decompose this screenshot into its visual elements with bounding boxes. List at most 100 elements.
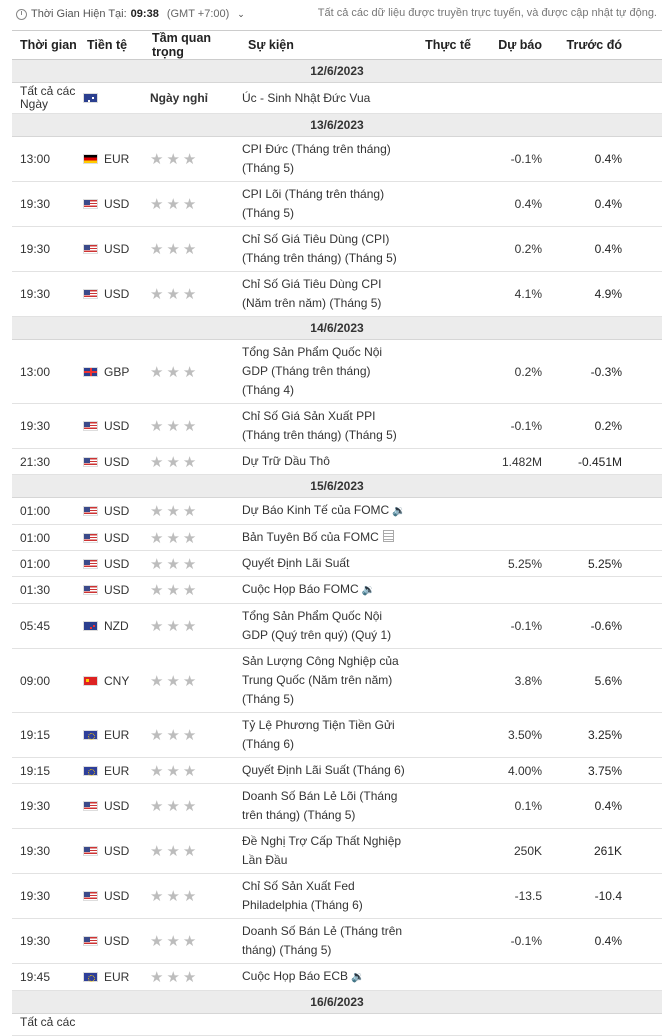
- currency-code: USD: [104, 419, 130, 433]
- event-name: Đề Nghị Trợ Cấp Thất Nghiệp Lần Đầu: [240, 828, 414, 874]
- currency-code: EUR: [104, 763, 130, 778]
- currency-cell: USD: [79, 918, 144, 964]
- previous-value: 0.2%: [552, 403, 662, 449]
- event-title[interactable]: Cuộc Họp Báo ECB: [242, 969, 349, 983]
- importance-cell: ★★★: [144, 524, 240, 551]
- col-importance[interactable]: Tầm quan trọng: [144, 30, 240, 60]
- date-row: 12/6/2023: [12, 59, 662, 83]
- previous-value: 3.25%: [552, 712, 662, 758]
- col-forecast[interactable]: Dự báo: [481, 30, 552, 60]
- col-event[interactable]: Sự kiện: [240, 30, 414, 60]
- event-title[interactable]: Bản Tuyên Bố của FOMC: [242, 530, 379, 544]
- forecast-value: 0.4%: [481, 181, 552, 227]
- importance-stars-icon: ★★★: [150, 672, 200, 690]
- table-row[interactable]: Tất cả các Ngày Ngày nghỉ Úc - Sinh Nhật Đ…: [12, 82, 662, 114]
- us-flag-icon: [83, 244, 98, 254]
- date-row: 16/6/2023: [12, 990, 662, 1014]
- table-row[interactable]: 13:00 GBP ★★★ Tổng Sản Phẩm Quốc Nội GDP (T…: [12, 339, 662, 404]
- table-row[interactable]: 05:45 NZD ★★★ Tổng Sản Phẩm Quốc Nội GDP (Q…: [12, 603, 662, 649]
- currency-cell: USD: [79, 828, 144, 874]
- event-time: 19:30: [12, 783, 79, 829]
- table-row[interactable]: 19:30 USD ★★★ Chỉ Số Sản Xuất Fed Philadelp…: [12, 873, 662, 919]
- de-flag-icon: [83, 154, 98, 164]
- currency-code: USD: [104, 889, 130, 903]
- event-title[interactable]: Doanh Số Bán Lẻ (Tháng trên tháng) (Thán…: [242, 924, 403, 957]
- table-row[interactable]: 19:15 EUR ★★★ Quyết Định Lãi Suất (Tháng 6)…: [12, 757, 662, 784]
- event-time: 01:30: [12, 576, 79, 604]
- event-title[interactable]: Tổng Sản Phẩm Quốc Nội GDP (Quý trên quý…: [242, 609, 392, 642]
- currency-cell: [79, 1013, 144, 1036]
- forecast-value: 250K: [481, 828, 552, 874]
- event-title[interactable]: Chỉ Số Giá Tiêu Dùng (CPI) (Tháng trên t…: [242, 232, 397, 265]
- eu-flag-icon: [83, 730, 98, 740]
- table-row[interactable]: 01:00 USD ★★★ Quyết Định Lãi Suất 5.25% 5.25%: [12, 550, 662, 577]
- table-row[interactable]: 19:15 EUR ★★★ Tỷ Lệ Phương Tiện Tiền Gửi (T…: [12, 712, 662, 758]
- table-header: Thời gian Tiền tệ Tầm quan trọng Sự kiện…: [12, 30, 662, 60]
- table-row[interactable]: 19:30 USD ★★★ Doanh Số Bán Lẻ Lõi (Tháng tr…: [12, 783, 662, 829]
- table-row[interactable]: 01:00 USD ★★★ Bản Tuyên Bố của FOMC: [12, 524, 662, 551]
- event-title[interactable]: Dự Báo Kinh Tế của FOMC: [242, 503, 390, 517]
- importance-cell: ★★★: [144, 226, 240, 272]
- event-title[interactable]: Quyết Định Lãi Suất (Tháng 6): [242, 763, 405, 777]
- event-title[interactable]: CPI Lõi (Tháng trên tháng) (Tháng 5): [242, 187, 385, 220]
- event-time: 19:30: [12, 873, 79, 919]
- table-row[interactable]: 19:30 USD ★★★ Đề Nghị Trợ Cấp Thất Nghiệp L…: [12, 828, 662, 874]
- timezone-selector[interactable]: Thời Gian Hiện Tại: 09:38 (GMT +7:00) ⌄: [16, 8, 245, 20]
- event-title[interactable]: Úc - Sinh Nhật Đức Vua: [242, 90, 371, 105]
- currency-code: USD: [104, 530, 130, 545]
- previous-value: 0.4%: [552, 783, 662, 829]
- forecast-value: 0.2%: [481, 226, 552, 272]
- currency-cell: EUR: [79, 136, 144, 182]
- importance-stars-icon: ★★★: [150, 618, 200, 635]
- event-title[interactable]: Quyết Định Lãi Suất: [242, 556, 350, 570]
- event-title[interactable]: Tổng Sản Phẩm Quốc Nội GDP (Tháng trên t…: [242, 345, 383, 397]
- event-title[interactable]: Doanh Số Bán Lẻ Lõi (Tháng trên tháng) (…: [242, 789, 398, 822]
- table-row[interactable]: 21:30 USD ★★★ Dự Trữ Dầu Thô 1.482M -0.451M: [12, 448, 662, 475]
- table-row[interactable]: 19:30 USD ★★★ Chỉ Số Giá Tiêu Dùng (CPI) (T…: [12, 226, 662, 272]
- us-flag-icon: [83, 456, 98, 467]
- event-title[interactable]: Dự Trữ Dầu Thô: [242, 454, 330, 468]
- event-name: CPI Đức (Tháng trên tháng) (Tháng 5): [240, 136, 414, 182]
- col-actual[interactable]: Thực tế: [414, 30, 481, 60]
- event-time: 13:00: [12, 339, 79, 404]
- actual-value: [414, 918, 481, 964]
- actual-value: [414, 783, 481, 829]
- table-row[interactable]: 19:30 USD ★★★ CPI Lõi (Tháng trên tháng) (T…: [12, 181, 662, 227]
- speaker-icon: 🔉: [392, 505, 406, 517]
- event-time: 05:45: [12, 603, 79, 649]
- us-flag-icon: [83, 506, 98, 516]
- clock-icon: [16, 8, 27, 20]
- importance-stars-icon: ★★★: [150, 418, 200, 435]
- table-row[interactable]: 01:00 USD ★★★ Dự Báo Kinh Tế của FOMC 🔉: [12, 497, 662, 525]
- col-currency[interactable]: Tiền tệ: [79, 30, 144, 60]
- table-row[interactable]: 09:00 CNY ★★★ Sản Lượng Công Nghiệp của Tru…: [12, 648, 662, 713]
- event-title[interactable]: Tỷ Lệ Phương Tiện Tiền Gửi (Tháng 6): [242, 718, 395, 751]
- event-time: 19:45: [12, 963, 79, 991]
- table-row[interactable]: 19:30 USD ★★★ Chỉ Số Giá Tiêu Dùng CPI (Năm…: [12, 271, 662, 317]
- event-title[interactable]: Cuộc Họp Báo FOMC: [242, 582, 359, 596]
- previous-value: 0.4%: [552, 181, 662, 227]
- event-title[interactable]: CPI Đức (Tháng trên tháng) (Tháng 5): [242, 142, 391, 175]
- table-row[interactable]: 19:45 EUR ★★★ Cuộc Họp Báo ECB 🔉: [12, 963, 662, 991]
- currency-cell: EUR: [79, 757, 144, 784]
- event-time: 21:30: [12, 448, 79, 475]
- us-flag-icon: [83, 936, 98, 946]
- table-row[interactable]: 13:00 EUR ★★★ CPI Đức (Tháng trên tháng) (T…: [12, 136, 662, 182]
- table-row[interactable]: 19:30 USD ★★★ Chỉ Số Giá Sản Xuất PPI (Thán…: [12, 403, 662, 449]
- col-time[interactable]: Thời gian: [12, 30, 79, 60]
- table-row[interactable]: Tất cả các: [12, 1013, 662, 1036]
- event-title[interactable]: Chỉ Số Giá Tiêu Dùng CPI (Năm trên năm) …: [242, 277, 382, 310]
- currency-cell: USD: [79, 271, 144, 317]
- chevron-down-icon[interactable]: ⌄: [237, 8, 245, 19]
- date-label: 14/6/2023: [12, 316, 662, 340]
- table-row[interactable]: 19:30 USD ★★★ Doanh Số Bán Lẻ (Tháng trên t…: [12, 918, 662, 964]
- table-row[interactable]: 01:30 USD ★★★ Cuộc Họp Báo FOMC 🔉: [12, 576, 662, 604]
- event-title[interactable]: Sản Lượng Công Nghiệp của Trung Quốc (Nă…: [242, 654, 399, 706]
- event-title[interactable]: Đề Nghị Trợ Cấp Thất Nghiệp Lần Đầu: [242, 834, 402, 867]
- gb-flag-icon: [83, 366, 98, 377]
- previous-value: 3.75%: [552, 757, 662, 784]
- event-name: Chỉ Số Giá Sản Xuất PPI (Tháng trên thán…: [240, 403, 414, 449]
- event-title[interactable]: Chỉ Số Sản Xuất Fed Philadelphia (Tháng …: [242, 879, 363, 912]
- event-title[interactable]: Chỉ Số Giá Sản Xuất PPI (Tháng trên thán…: [242, 409, 397, 442]
- col-previous[interactable]: Trước đó: [552, 30, 662, 60]
